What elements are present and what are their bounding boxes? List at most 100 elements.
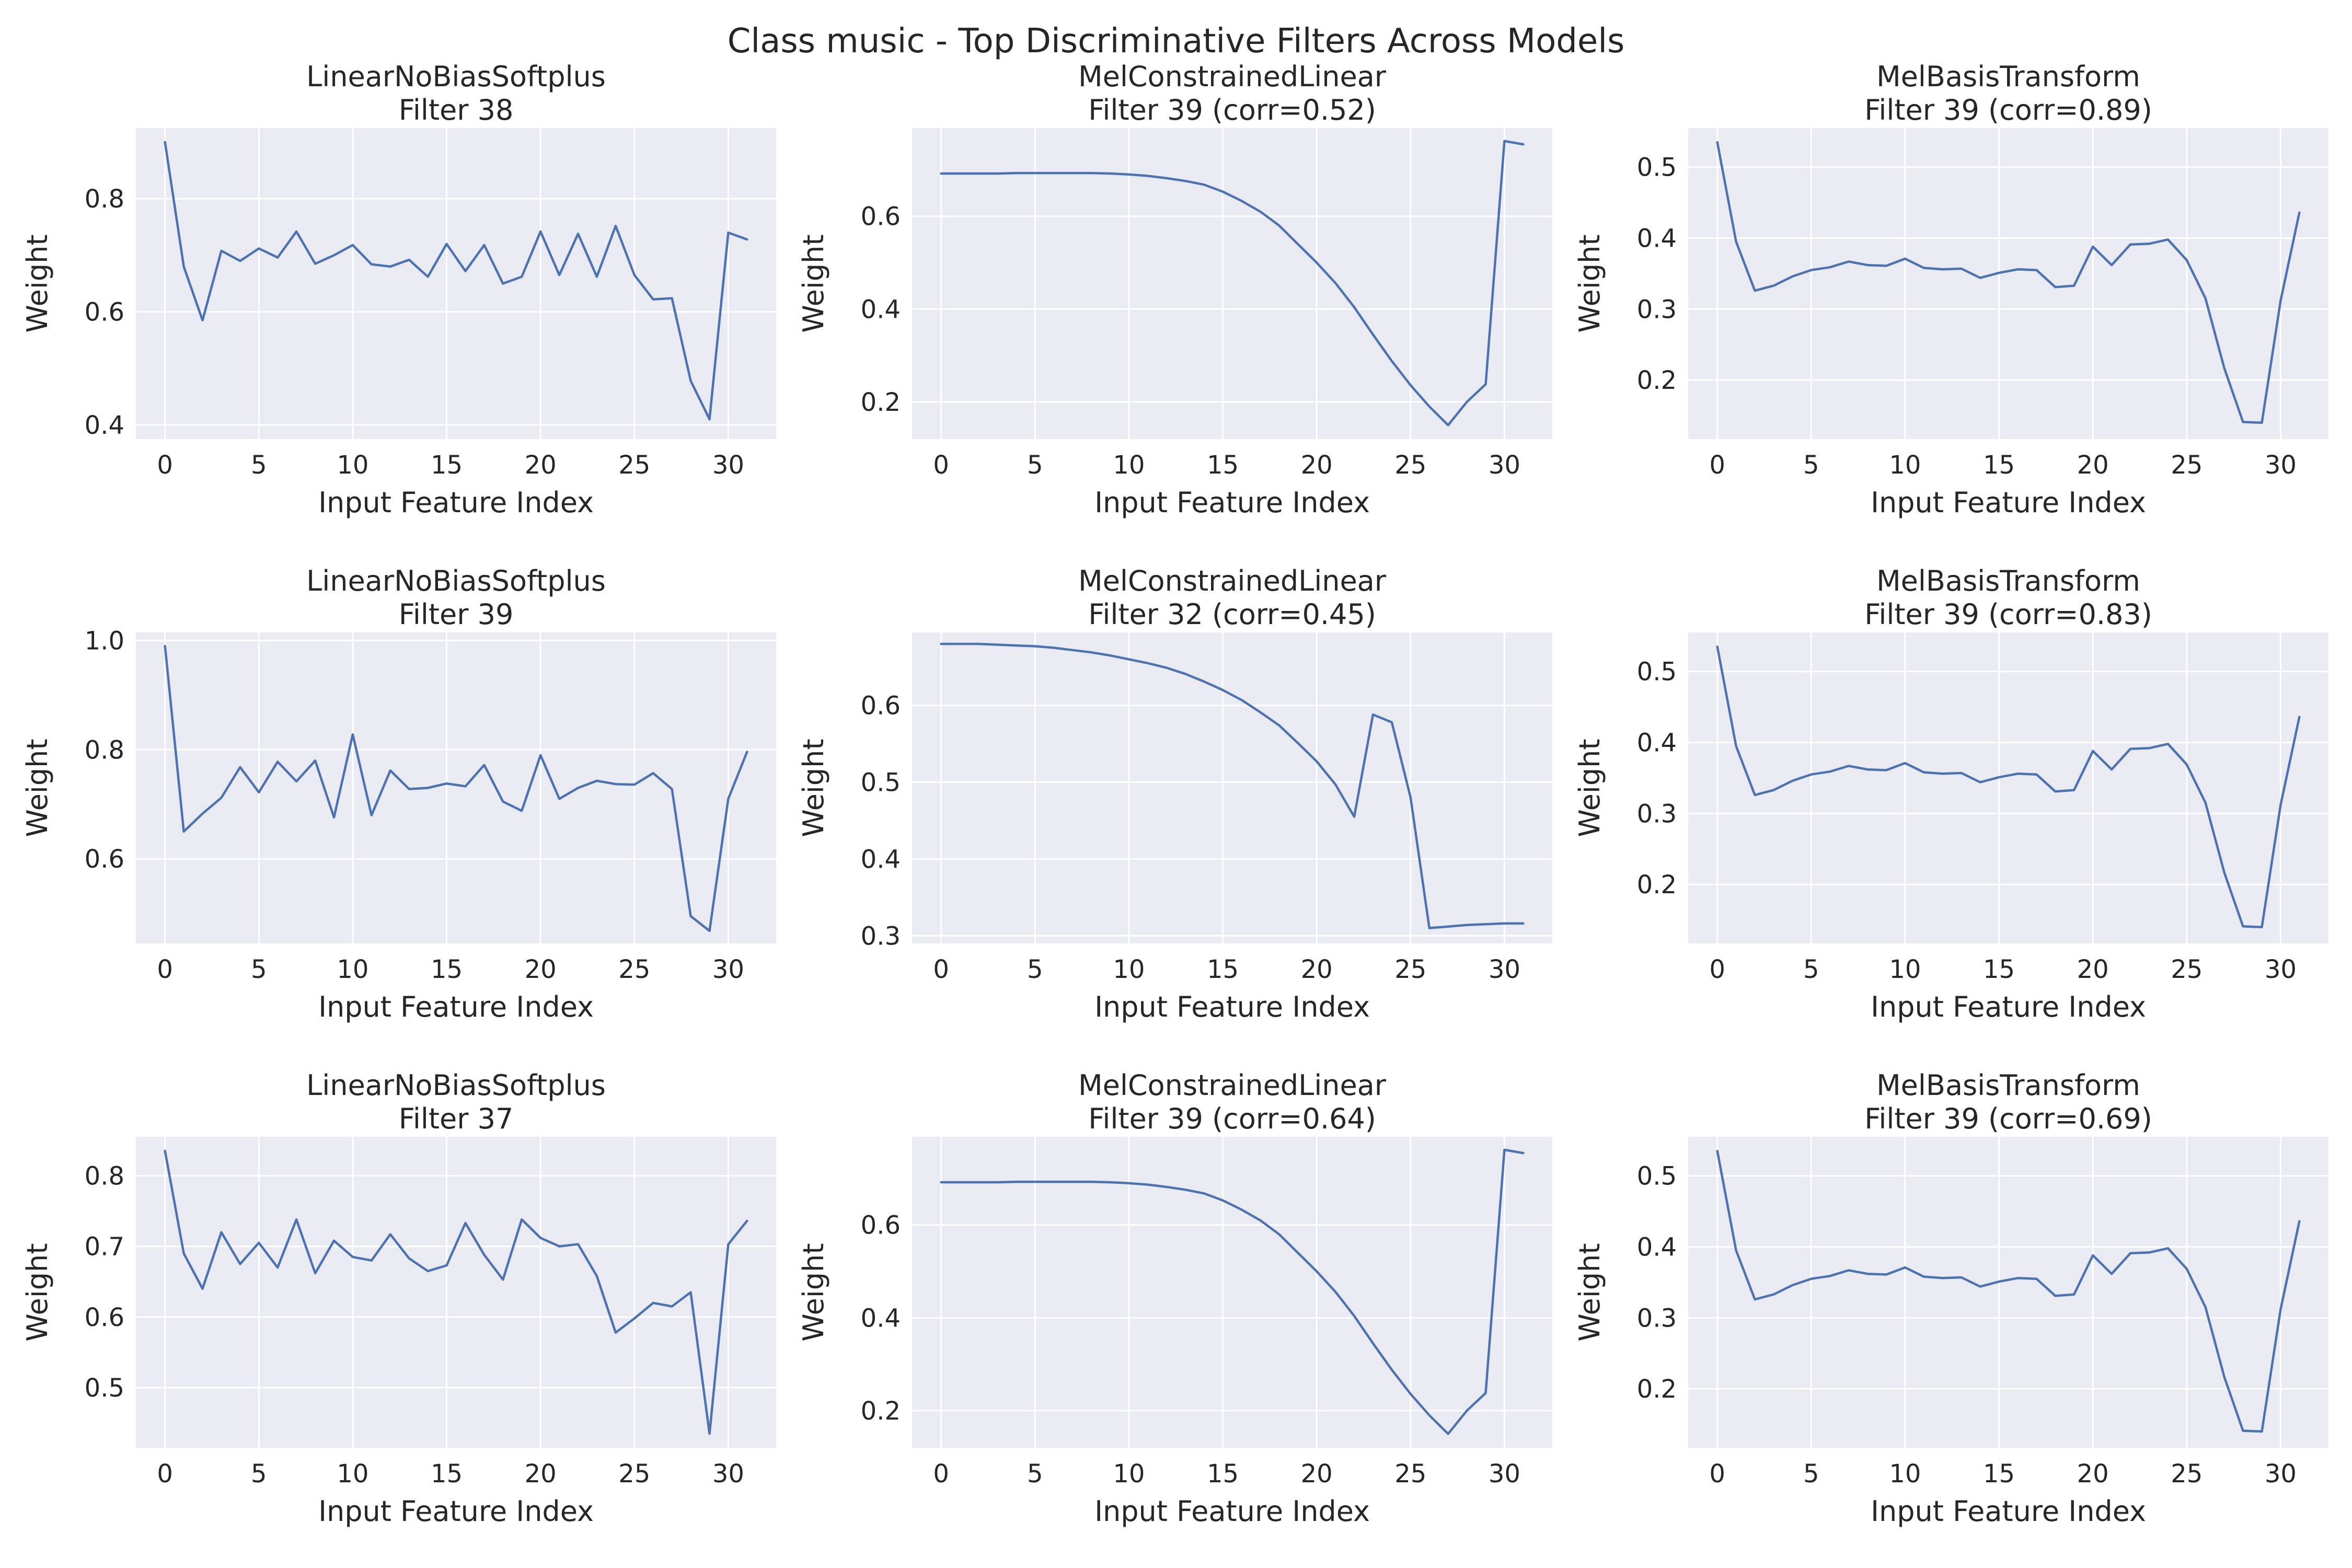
x-tick-label: 20 xyxy=(1301,955,1333,984)
x-tick-label: 10 xyxy=(337,451,368,480)
x-tick-label: 25 xyxy=(618,451,650,480)
gridlines xyxy=(912,1137,1552,1448)
y-tick-label: 0.5 xyxy=(1637,1162,1677,1191)
subplot-title: MelBasisTransform xyxy=(1876,60,2140,93)
series-line xyxy=(1716,645,2301,929)
x-tick-label: 30 xyxy=(2265,1459,2297,1489)
plot-area xyxy=(136,1137,776,1448)
plot-area xyxy=(912,1137,1552,1448)
x-tick-label: 30 xyxy=(712,451,744,480)
plot-area xyxy=(1688,128,2328,439)
plot-area xyxy=(912,632,1552,943)
plot-area xyxy=(136,632,776,943)
y-tick-label: 0.5 xyxy=(85,1374,124,1403)
gridlines xyxy=(1688,128,2328,439)
y-tick-label: 0.4 xyxy=(1637,1233,1677,1262)
gridlines xyxy=(136,1137,776,1448)
subplot-title: MelBasisTransform xyxy=(1876,1069,2140,1102)
x-tick-label: 30 xyxy=(712,1459,744,1489)
x-axis-label: Input Feature Index xyxy=(1871,486,2146,519)
x-tick-label: 15 xyxy=(1983,955,2015,984)
subplot-title: MelConstrainedLinear xyxy=(1078,1069,1387,1102)
subplot-subtitle: Filter 39 (corr=0.83) xyxy=(1864,598,2152,631)
x-tick-label: 25 xyxy=(2171,1459,2203,1489)
y-tick-label: 0.6 xyxy=(861,691,901,721)
x-tick-label: 5 xyxy=(1803,1459,1819,1489)
y-tick-label: 0.8 xyxy=(85,735,124,765)
y-tick-label: 0.2 xyxy=(861,1397,901,1426)
y-axis-label: Weight xyxy=(1573,234,1606,332)
y-axis-label: Weight xyxy=(1573,739,1606,837)
x-tick-label: 30 xyxy=(2265,451,2297,480)
x-tick-label: 15 xyxy=(431,1459,463,1489)
series-line xyxy=(164,644,748,932)
y-tick-label: 0.3 xyxy=(861,921,901,951)
x-tick-label: 15 xyxy=(1983,1459,2015,1489)
subplot-subtitle: Filter 38 xyxy=(399,94,514,126)
y-axis-label: Weight xyxy=(1573,1243,1606,1341)
x-axis-label: Input Feature Index xyxy=(1871,1495,2146,1528)
y-tick-label: 0.6 xyxy=(861,202,901,232)
y-tick-label: 0.2 xyxy=(1637,366,1677,395)
series-line xyxy=(1716,141,2301,424)
gridlines xyxy=(1688,632,2328,943)
subplot-title: MelConstrainedLinear xyxy=(1078,60,1387,93)
gridlines xyxy=(136,632,776,943)
y-tick-label: 0.2 xyxy=(861,388,901,417)
x-tick-label: 0 xyxy=(933,451,949,480)
x-tick-label: 5 xyxy=(251,955,267,984)
y-axis-label: Weight xyxy=(21,234,54,332)
series-line xyxy=(164,1149,748,1435)
subplot-5: 0 5 10 15 20 25 30 0.3 0.4 0.5 0.6 Input Feature In… xyxy=(797,564,1552,1023)
x-tick-label: 25 xyxy=(1394,451,1426,480)
x-tick-label: 30 xyxy=(1489,1459,1520,1489)
x-tick-label: 30 xyxy=(2265,955,2297,984)
subplot-9: 0 5 10 15 20 25 30 0.2 0.3 0.4 0.5 Input Feature In… xyxy=(1573,1069,2328,1528)
subplot-grid: 0 5 10 15 20 25 30 0.4 0.6 0.8 Input Feature Index… xyxy=(21,60,2328,1528)
x-axis-label: Input Feature Index xyxy=(1094,1495,1370,1528)
series-line xyxy=(940,140,1525,426)
plot-area xyxy=(912,128,1552,439)
x-tick-label: 10 xyxy=(1113,451,1145,480)
x-axis-label: Input Feature Index xyxy=(318,486,594,519)
y-tick-label: 0.4 xyxy=(1637,729,1677,758)
x-tick-label: 20 xyxy=(2077,1459,2109,1489)
y-tick-label: 0.4 xyxy=(861,295,901,324)
series-line xyxy=(1716,1149,2301,1433)
x-tick-label: 25 xyxy=(2171,955,2203,984)
x-tick-label: 5 xyxy=(1027,1459,1043,1489)
x-tick-label: 5 xyxy=(1027,451,1043,480)
figure-title: Class music - Top Discriminative Filters… xyxy=(728,22,1625,61)
x-axis-label: Input Feature Index xyxy=(1094,486,1370,519)
subplot-title: LinearNoBiasSoftplus xyxy=(306,1069,606,1102)
subplot-1: 0 5 10 15 20 25 30 0.4 0.6 0.8 Input Feature Index… xyxy=(21,60,776,519)
subplot-4: 0 5 10 15 20 25 30 0.6 0.8 1.0 Input Feature Index… xyxy=(21,564,776,1023)
x-axis-label: Input Feature Index xyxy=(1871,990,2146,1023)
plot-area xyxy=(136,128,776,439)
x-tick-label: 30 xyxy=(1489,451,1520,480)
series-line xyxy=(164,141,748,421)
x-tick-label: 10 xyxy=(337,955,368,984)
gridlines xyxy=(912,128,1552,439)
x-tick-label: 10 xyxy=(1889,1459,1921,1489)
x-tick-label: 0 xyxy=(1709,1459,1725,1489)
y-tick-label: 0.4 xyxy=(861,845,901,874)
x-tick-label: 25 xyxy=(1394,1459,1426,1489)
subplot-subtitle: Filter 39 (corr=0.64) xyxy=(1088,1102,1376,1135)
x-tick-label: 10 xyxy=(1889,955,1921,984)
x-tick-label: 10 xyxy=(1889,451,1921,480)
subplot-title: LinearNoBiasSoftplus xyxy=(306,564,606,597)
x-tick-label: 25 xyxy=(2171,451,2203,480)
x-tick-label: 5 xyxy=(251,451,267,480)
y-tick-label: 0.6 xyxy=(85,1303,124,1332)
y-tick-label: 0.6 xyxy=(861,1211,901,1240)
y-tick-label: 0.6 xyxy=(85,298,124,327)
x-tick-label: 20 xyxy=(525,955,557,984)
subplot-subtitle: Filter 37 xyxy=(399,1102,514,1135)
y-tick-label: 0.6 xyxy=(85,845,124,874)
x-tick-label: 25 xyxy=(618,1459,650,1489)
y-tick-label: 0.4 xyxy=(861,1304,901,1333)
x-tick-label: 0 xyxy=(1709,955,1725,984)
y-tick-label: 0.4 xyxy=(1637,224,1677,253)
x-axis-label: Input Feature Index xyxy=(318,990,594,1023)
